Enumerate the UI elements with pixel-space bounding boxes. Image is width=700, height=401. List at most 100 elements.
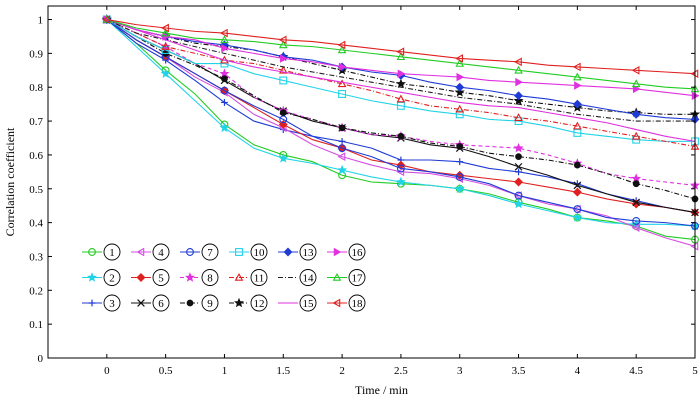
point-marker (396, 52, 406, 61)
x-axis-title: Time / min (355, 383, 408, 397)
point-marker (515, 168, 522, 176)
legend-number-circle (348, 269, 366, 286)
point-marker (220, 35, 229, 44)
y-tick-label: 0.6 (29, 150, 43, 162)
point-marker (278, 35, 287, 45)
point-marker (160, 68, 171, 78)
point-marker (515, 153, 522, 161)
x-tick-label: 5 (692, 365, 698, 377)
point-marker (631, 109, 641, 119)
point-marker (337, 79, 347, 88)
legend-entry-9: 9 (180, 294, 219, 312)
legend-label: 7 (207, 247, 213, 259)
point-marker (221, 44, 229, 53)
legend-entry-11: 11 (229, 269, 268, 286)
legend-number-circle (201, 243, 219, 261)
legend-label: 3 (109, 298, 115, 310)
legend-number-circle (299, 269, 317, 286)
legend-label: 2 (109, 272, 115, 284)
point-marker (220, 86, 229, 95)
y-tick-label: 0.2 (29, 285, 43, 297)
point-marker (455, 110, 464, 119)
point-marker (514, 191, 523, 200)
legend-label: 10 (254, 247, 266, 259)
point-marker (234, 272, 244, 281)
legend-number-circle (103, 243, 121, 261)
point-marker (573, 128, 582, 137)
point-marker (514, 177, 523, 187)
legend-number-circle (348, 243, 366, 261)
series-13 (102, 15, 700, 124)
legend-entry-16: 16 (327, 243, 366, 261)
point-marker (631, 79, 641, 88)
point-marker (396, 167, 405, 177)
point-marker (337, 45, 347, 54)
series-line-8 (106, 19, 696, 186)
axes: 0 0.5 1 1.5 2 2.5 3 3.5 4 4.5 5 0 0.1 0.2 0.3 0.4 0.5 0.6… (29, 5, 698, 377)
point-marker (221, 99, 228, 106)
point-marker (631, 131, 641, 140)
x-tick-label: 4.5 (629, 365, 643, 377)
legend-label: 9 (207, 298, 213, 310)
point-marker (515, 77, 523, 87)
point-marker (514, 117, 523, 126)
point-marker (278, 40, 288, 49)
legend-label: 6 (158, 298, 164, 310)
point-marker (337, 152, 346, 161)
point-marker (513, 95, 524, 106)
legend-number-circle (250, 269, 268, 286)
legend-number-circle (250, 243, 268, 261)
y-tick-label: 1 (38, 15, 44, 27)
point-marker (283, 247, 293, 257)
point-marker (332, 298, 341, 308)
point-marker (573, 121, 582, 130)
y-tick-label: 0.3 (29, 251, 43, 263)
y-tick-label: 0.9 (29, 48, 43, 60)
point-marker (161, 28, 170, 37)
legend-entry-3: 3 (82, 294, 121, 312)
point-marker (233, 297, 245, 308)
series-layer (101, 14, 700, 251)
point-marker (572, 62, 581, 72)
series-16 (103, 15, 700, 100)
point-marker (632, 180, 640, 188)
point-marker (456, 143, 464, 150)
point-marker (573, 72, 582, 81)
point-marker (456, 72, 465, 82)
series-7 (102, 15, 699, 230)
point-marker (455, 54, 463, 63)
legend-number-circle (152, 269, 170, 286)
point-marker (186, 248, 194, 256)
y-tick-label: 0.4 (29, 218, 43, 230)
point-marker (513, 142, 524, 153)
x-tick-label: 3 (457, 365, 463, 377)
series-line-18 (106, 18, 696, 75)
point-marker (338, 124, 346, 132)
point-marker (397, 132, 405, 140)
point-marker (573, 205, 582, 214)
legend-label: 5 (158, 272, 164, 284)
point-marker (396, 94, 406, 103)
point-marker (514, 191, 522, 200)
legend-label: 13 (303, 247, 315, 259)
x-tick-label: 3.5 (512, 365, 526, 377)
point-marker (88, 248, 96, 256)
point-marker (396, 47, 405, 57)
plot-frame (47, 5, 696, 359)
series-11 (102, 15, 700, 150)
point-marker (456, 158, 464, 166)
point-marker (88, 299, 96, 307)
point-marker (137, 299, 145, 307)
x-tick-label: 2.5 (394, 365, 408, 377)
point-marker (631, 65, 640, 75)
point-marker (514, 91, 523, 101)
y-tick-label: 0.1 (29, 319, 43, 331)
y-tick-label: 0 (38, 353, 44, 365)
point-marker (338, 90, 347, 98)
series-line-7 (106, 19, 696, 227)
legend-label: 1 (109, 247, 115, 259)
legend-label: 16 (352, 247, 364, 259)
point-marker (572, 212, 583, 222)
point-marker (102, 15, 111, 24)
